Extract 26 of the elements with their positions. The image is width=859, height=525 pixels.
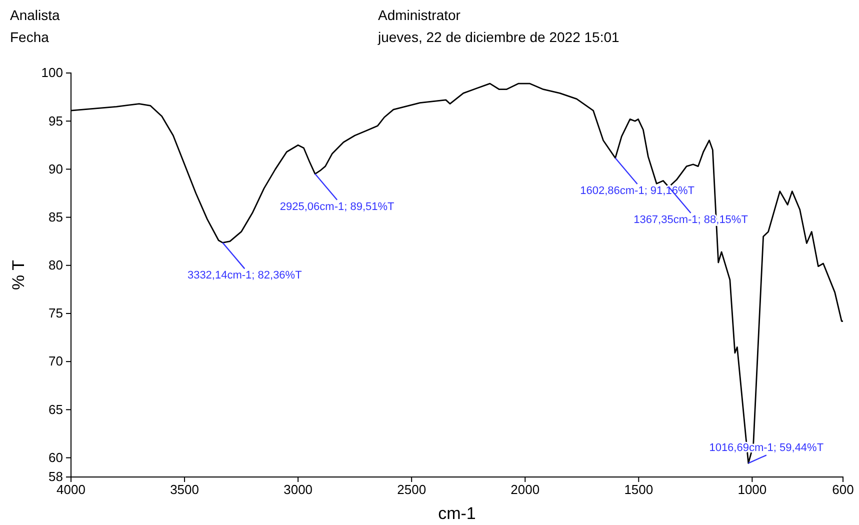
annotation: 3332,14cm-1; 82,36%T bbox=[187, 270, 302, 282]
y-tick-label: 100 bbox=[41, 65, 63, 80]
y-tick-label: 80 bbox=[48, 258, 63, 273]
y-axis-title: % T bbox=[9, 260, 28, 290]
y-tick-label: 95 bbox=[48, 113, 63, 128]
y-tick-label: 60 bbox=[48, 450, 63, 465]
text: Administrator bbox=[378, 7, 461, 23]
x-tick-label: 1000 bbox=[738, 482, 767, 498]
text: jueves, 22 de diciembre de 2022 15:01 bbox=[377, 29, 620, 45]
x-tick-label: 3500 bbox=[170, 482, 199, 498]
y-tick-label: 75 bbox=[48, 306, 63, 321]
x-tick-label: 2000 bbox=[510, 482, 540, 498]
x-tick-label: 600 bbox=[832, 482, 854, 498]
x-axis-title: cm-1 bbox=[438, 504, 476, 523]
annotation: 2925,06cm-1; 89,51%T bbox=[280, 200, 395, 213]
text: Analista bbox=[10, 7, 60, 23]
y-tick-label: 70 bbox=[48, 354, 63, 369]
x-tick-label: 4000 bbox=[56, 482, 86, 498]
text: Fecha bbox=[10, 29, 50, 45]
x-tick-label: 1500 bbox=[624, 482, 654, 498]
x-tick-label: 2500 bbox=[397, 482, 426, 498]
x-tick-label: 3000 bbox=[284, 482, 313, 498]
y-tick-label: 65 bbox=[48, 402, 63, 417]
y-tick-label: 90 bbox=[48, 161, 63, 176]
y-tick-label: 58 bbox=[48, 469, 63, 484]
y-tick-label: 85 bbox=[48, 209, 63, 224]
